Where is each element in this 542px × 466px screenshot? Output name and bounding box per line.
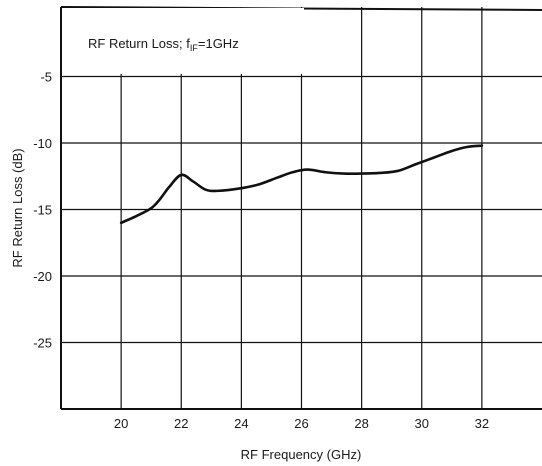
x-tick-label: 20 xyxy=(114,416,128,431)
series-line xyxy=(119,144,484,225)
x-tick-labels: 20 22 24 26 28 30 32 xyxy=(114,416,489,431)
x-tick-label: 28 xyxy=(354,416,368,431)
y-tick-label: -20 xyxy=(33,269,52,284)
chart-annotation-subscript: IF xyxy=(190,43,199,53)
y-tick-label: -5 xyxy=(40,70,52,85)
chart-annotation-suffix: =1GHz xyxy=(198,36,239,51)
y-tick-label: -25 xyxy=(33,336,52,351)
annotation-box xyxy=(62,8,304,74)
chart-annotation: RF Return Loss; fIF=1GHz xyxy=(88,36,239,53)
x-axis-label: RF Frequency (GHz) xyxy=(241,447,362,462)
x-tick-label: 32 xyxy=(475,416,489,431)
y-axis-label: RF Return Loss (dB) xyxy=(10,148,25,267)
x-tick-label: 24 xyxy=(234,416,248,431)
x-tick-label: 26 xyxy=(294,416,308,431)
series-layer xyxy=(119,144,484,225)
chart-annotation-prefix: RF Return Loss; f xyxy=(88,36,190,51)
y-tick-label: -10 xyxy=(33,136,52,151)
x-tick-label: 22 xyxy=(174,416,188,431)
x-tick-label: 30 xyxy=(415,416,429,431)
y-tick-labels: -5 -10 -15 -20 -25 xyxy=(33,70,52,351)
y-tick-label: -15 xyxy=(33,203,52,218)
